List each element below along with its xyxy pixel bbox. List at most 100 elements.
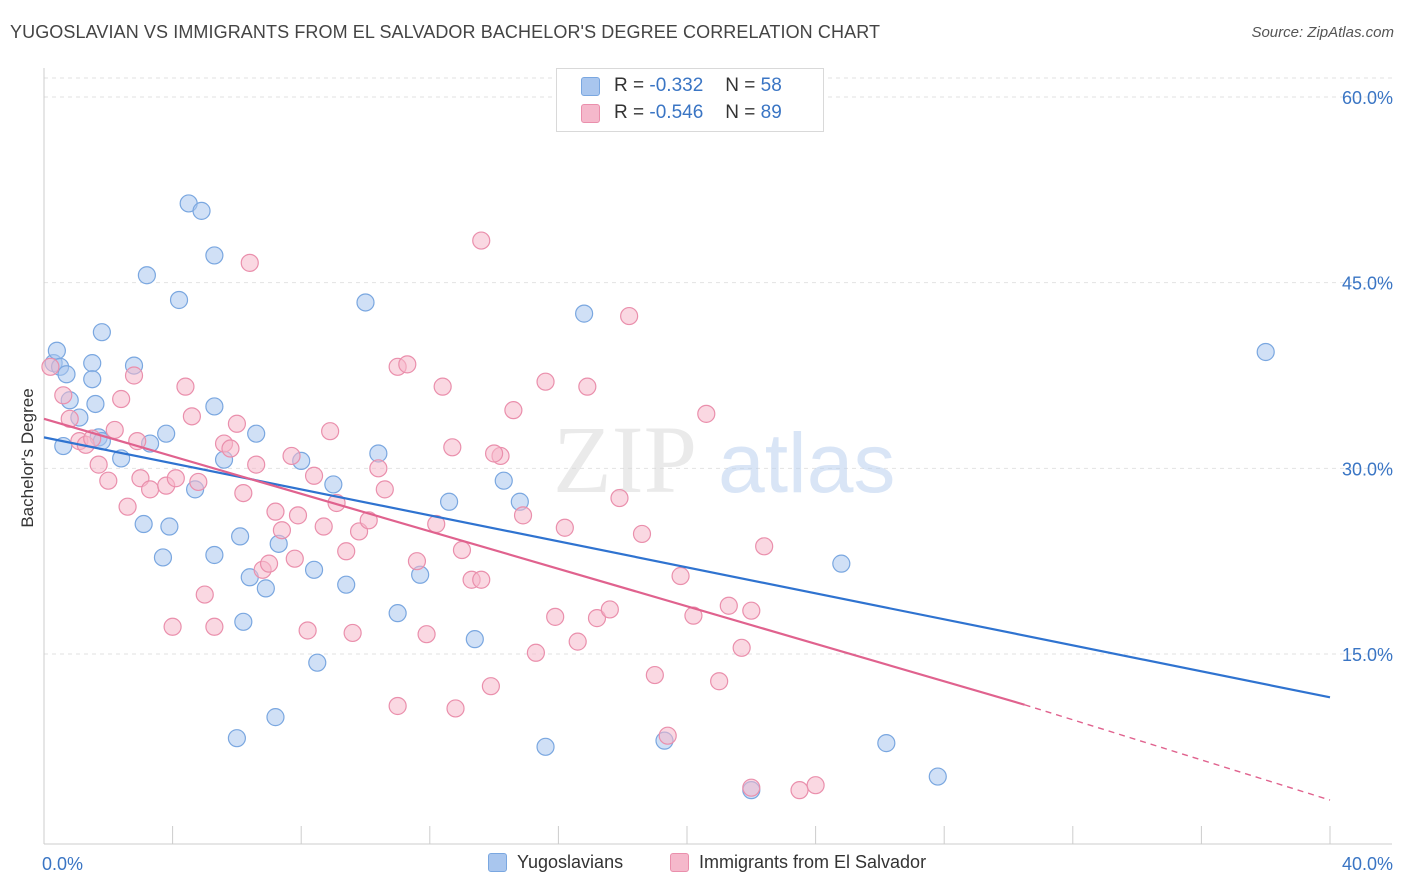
yugoslavian-point bbox=[465, 630, 484, 649]
yugoslavian-point bbox=[47, 341, 66, 360]
el-salvador-point bbox=[587, 609, 607, 628]
el-salvador-point bbox=[610, 488, 629, 508]
el-salvador-point bbox=[719, 596, 738, 615]
el-salvador-point bbox=[710, 672, 729, 691]
yugoslavian-point bbox=[83, 370, 102, 389]
series-legend-el-salvador: Immigrants from El Salvador bbox=[670, 852, 926, 873]
y-tick-label: 30.0% bbox=[1342, 459, 1393, 479]
grid-lines bbox=[44, 77, 1392, 655]
blue-swatch-icon bbox=[488, 853, 507, 872]
el-salvador-point bbox=[304, 466, 324, 485]
y-tick-label: 15.0% bbox=[1342, 645, 1393, 665]
legend-n-label: N = bbox=[725, 102, 756, 123]
el-salvador-point bbox=[240, 253, 259, 272]
el-salvador-point bbox=[407, 552, 427, 571]
yugoslavian-point bbox=[439, 492, 459, 511]
el-salvador-point bbox=[285, 549, 304, 568]
legend-row-yugoslavians: R = -0.332 N = 58 bbox=[581, 73, 782, 99]
el-salvador-point bbox=[472, 570, 491, 589]
el-salvador-point bbox=[288, 506, 308, 525]
el-salvador-point bbox=[452, 540, 472, 560]
series-legend-yugoslavians: Yugoslavians bbox=[488, 852, 623, 873]
el-salvador-point bbox=[298, 621, 317, 640]
trend-line-extension bbox=[1024, 704, 1331, 801]
legend-n-value: 89 bbox=[760, 102, 782, 123]
yugoslavian-point bbox=[1256, 342, 1275, 362]
el-salvador-point bbox=[221, 439, 240, 458]
el-salvador-point bbox=[314, 517, 333, 536]
el-salvador-point bbox=[105, 420, 124, 440]
el-salvador-point bbox=[234, 483, 253, 503]
el-salvador-point bbox=[600, 600, 619, 619]
yugoslavian-point bbox=[205, 397, 224, 416]
el-salvador-point bbox=[446, 699, 465, 718]
el-salvador-point bbox=[54, 386, 73, 405]
el-salvador-point bbox=[790, 781, 809, 800]
el-salvador-point bbox=[247, 455, 266, 474]
axes bbox=[43, 68, 1392, 845]
el-salvador-point bbox=[176, 377, 195, 396]
el-salvador-point bbox=[671, 566, 690, 586]
el-salvador-point bbox=[99, 471, 118, 490]
yugoslavian-point bbox=[928, 767, 947, 786]
el-salvador-point bbox=[112, 389, 131, 409]
el-salvador-point bbox=[755, 537, 774, 556]
yugoslavian-point bbox=[324, 475, 343, 494]
el-salvador-point bbox=[375, 480, 394, 499]
yugoslavian-point bbox=[832, 554, 851, 573]
yugoslavian-point bbox=[153, 548, 173, 567]
series-name: Yugoslavians bbox=[517, 852, 624, 872]
yugoslavian-point bbox=[86, 394, 105, 414]
el-salvador-point bbox=[41, 357, 60, 376]
yugoslavian-point bbox=[337, 575, 356, 594]
legend-r-value: -0.546 bbox=[649, 102, 704, 123]
data-points bbox=[41, 194, 1275, 800]
yugoslavian-point bbox=[57, 365, 76, 384]
el-salvador-point bbox=[124, 366, 144, 385]
pink-swatch-icon bbox=[581, 103, 600, 123]
x-tick-label: 0.0% bbox=[42, 854, 83, 874]
y-axis-label: Bachelor's Degree bbox=[18, 388, 37, 528]
y-tick-label: 60.0% bbox=[1342, 88, 1393, 108]
el-salvador-point bbox=[227, 414, 246, 433]
yugoslavian-point bbox=[231, 527, 250, 546]
yugoslavian-point bbox=[304, 560, 324, 579]
yugoslavian-point bbox=[83, 354, 102, 373]
yugoslavian-point bbox=[92, 323, 111, 342]
x-tick-label: 40.0% bbox=[1342, 854, 1393, 874]
yugoslavian-point bbox=[234, 612, 253, 631]
yugoslavian-point bbox=[205, 246, 224, 265]
el-salvador-point bbox=[620, 306, 639, 326]
el-salvador-point bbox=[182, 407, 201, 426]
el-salvador-point bbox=[536, 372, 555, 391]
el-salvador-point bbox=[546, 607, 565, 626]
yugoslavian-point bbox=[308, 653, 327, 672]
yugoslavian-point bbox=[169, 290, 189, 310]
el-salvador-point bbox=[645, 665, 664, 685]
el-salvador-point bbox=[732, 638, 751, 657]
watermark: ZIP atlas bbox=[553, 406, 895, 513]
el-salvador-point bbox=[118, 497, 137, 516]
el-salvador-point bbox=[632, 524, 652, 544]
yugoslavian-point bbox=[137, 266, 156, 285]
el-salvador-point bbox=[742, 778, 761, 797]
yugoslavian-point bbox=[227, 729, 246, 748]
blue-swatch-icon bbox=[581, 76, 600, 96]
el-salvador-point bbox=[359, 511, 378, 530]
series-name: Immigrants from El Salvador bbox=[699, 852, 927, 872]
el-salvador-point bbox=[658, 726, 677, 745]
el-salvador-point bbox=[189, 472, 208, 492]
el-salvador-point bbox=[568, 632, 587, 651]
legend-r-value: -0.332 bbox=[649, 75, 704, 96]
el-salvador-point bbox=[504, 401, 523, 420]
yugoslavian-point bbox=[536, 737, 555, 756]
chart-title: YUGOSLAVIAN VS IMMIGRANTS FROM EL SALVAD… bbox=[10, 22, 881, 42]
el-salvador-point bbox=[272, 521, 292, 540]
yugoslavian-point bbox=[160, 517, 179, 536]
el-salvador-point bbox=[526, 643, 545, 662]
el-salvador-point bbox=[195, 585, 214, 604]
yugoslavian-point bbox=[388, 604, 407, 623]
el-salvador-point bbox=[481, 677, 500, 696]
el-salvador-point bbox=[443, 438, 462, 457]
el-salvador-point bbox=[433, 377, 452, 396]
